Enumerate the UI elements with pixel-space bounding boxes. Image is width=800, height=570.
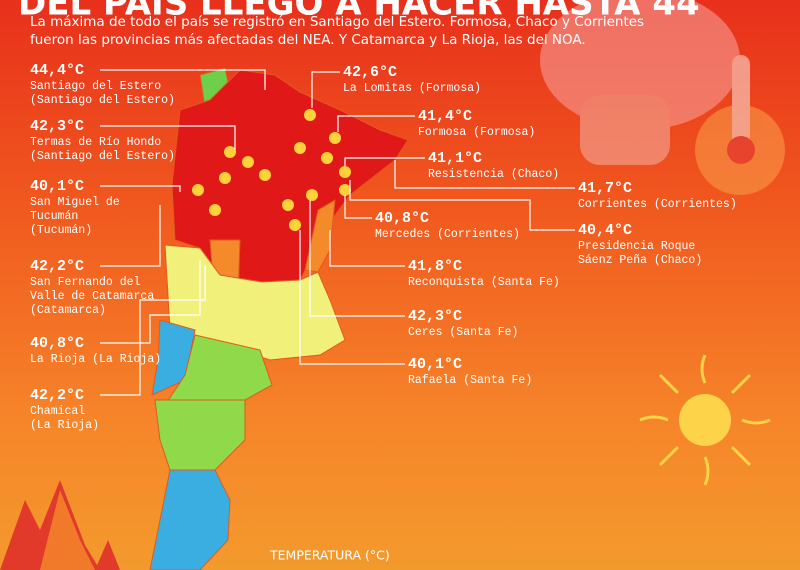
location: (Catamarca): [30, 304, 106, 317]
temperature: 40,8°C: [30, 335, 84, 352]
leader-line: [349, 180, 575, 231]
location: (La Rioja): [30, 419, 99, 432]
location: Reconquista (Santa Fe): [408, 276, 560, 289]
location: Formosa (Formosa): [418, 126, 535, 139]
temperature: 41,4°C: [418, 108, 472, 125]
temperature: 40,4°C: [578, 222, 632, 239]
temperature: 41,7°C: [578, 180, 632, 197]
decor-heat: [540, 0, 785, 195]
location: La Lomitas (Formosa): [343, 82, 481, 95]
temperature: 42,2°C: [30, 258, 84, 275]
leader-line: [100, 265, 206, 396]
location: San Fernando del: [30, 276, 141, 289]
leader-line: [344, 157, 425, 166]
leader-line: [100, 125, 236, 150]
temperature: 41,8°C: [408, 258, 462, 275]
subtitle: La máxima de todo el país se registró en…: [30, 14, 644, 30]
location: Ceres (Santa Fe): [408, 326, 518, 339]
location: (Tucumán): [30, 224, 92, 237]
location: Corrientes (Corrientes): [578, 198, 737, 211]
location: San Miguel de: [30, 196, 120, 209]
temperature: 42,6°C: [343, 64, 397, 81]
temperature: 41,1°C: [428, 150, 482, 167]
subtitle: fueron las provincias más afectadas del …: [30, 32, 586, 48]
location: La Rioja (La Rioja): [30, 353, 161, 366]
temperature: 40,8°C: [375, 210, 429, 227]
location: Presidencia Roque: [578, 240, 695, 253]
location: Sáenz Peña (Chaco): [578, 254, 702, 267]
location: Termas de Río Hondo: [30, 136, 161, 149]
title: DEL PAÍS LLEGÓ A HACER HASTA 44: [18, 0, 700, 24]
leader-line: [100, 185, 181, 192]
leader-line: [299, 230, 405, 365]
legend-title: TEMPERATURA (°C): [269, 548, 390, 563]
temperature: 40,1°C: [408, 356, 462, 373]
leader-line: [311, 71, 340, 108]
decor-sun: [639, 354, 771, 486]
temperature: 44,4°C: [30, 62, 84, 79]
leader-line: [100, 260, 201, 344]
leader-line: [100, 69, 266, 90]
leader-line: [344, 195, 372, 219]
location: Mercedes (Corrientes): [375, 228, 520, 241]
location: (Santiago del Estero): [30, 150, 175, 163]
location: Chamical: [30, 405, 85, 418]
leader-line: [394, 160, 575, 189]
temperature: 40,1°C: [30, 178, 84, 195]
leader-line: [100, 205, 161, 267]
leader-line: [309, 200, 405, 317]
location: (Santiago del Estero): [30, 94, 175, 107]
location: Resistencia (Chaco): [428, 168, 559, 181]
leader-line: [329, 230, 405, 267]
leader-line: [337, 115, 415, 132]
location: Valle de Catamarca: [30, 290, 154, 303]
location: Santiago del Estero: [30, 80, 161, 93]
decor-flames: [0, 480, 120, 570]
temperature: 42,2°C: [30, 387, 84, 404]
temperature: 42,3°C: [408, 308, 462, 325]
location: Rafaela (Santa Fe): [408, 374, 532, 387]
location: Tucumán: [30, 210, 78, 223]
temperature: 42,3°C: [30, 118, 84, 135]
